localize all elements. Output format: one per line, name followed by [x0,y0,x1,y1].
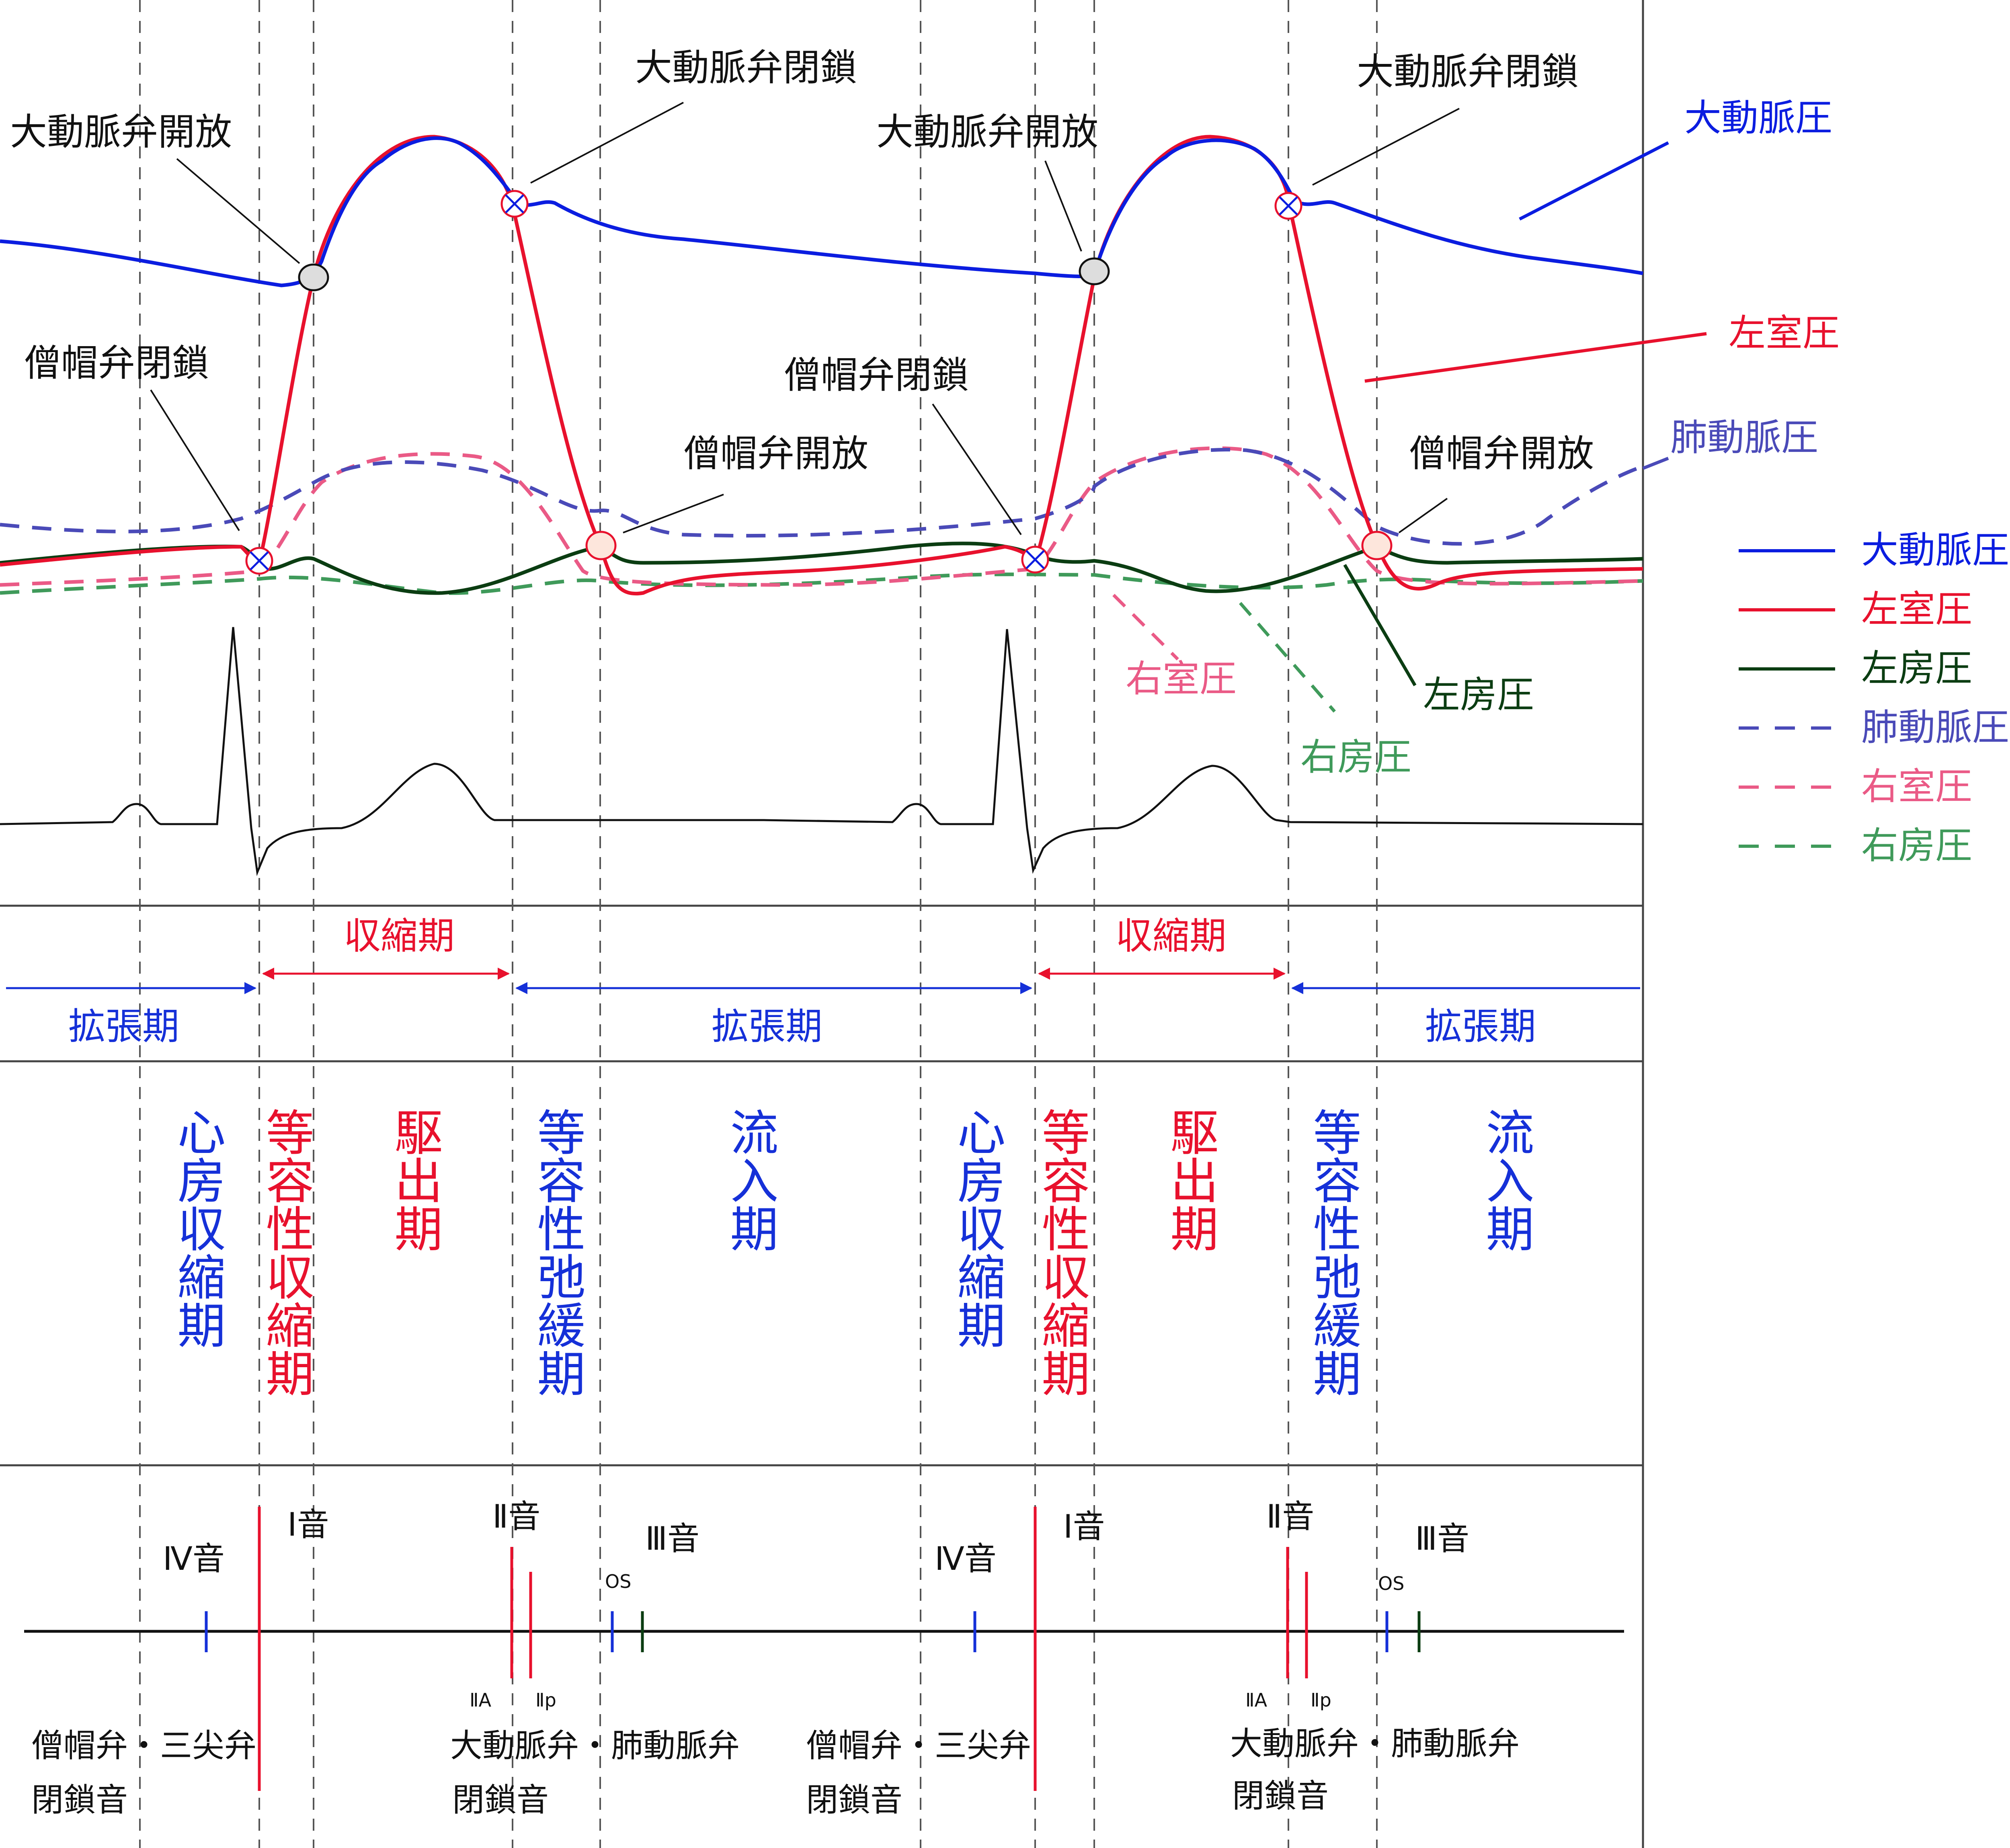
phase-ejection-1: 駆出期 [386,1108,442,1252]
legend-item-lv: 左室圧 [1739,588,1972,631]
label-s2-2: Ⅱ音 [1266,1498,1314,1535]
label-s2a-2: ⅡA [1245,1689,1268,1711]
label-s3-1: Ⅲ音 [645,1520,699,1557]
label-aortic-valve-close-2: 大動脈弁閉鎖 [1357,50,1579,93]
svg-text:左室圧: 左室圧 [1861,588,1972,631]
aortic-valve-open-marker-2 [1079,257,1110,285]
phase-isovolumic-relaxation-1: 等容性弛緩期 [529,1108,585,1397]
curve-label-leaders [1112,141,1707,713]
phase-isovolumic-contraction-1: 等容性収縮期 [258,1108,314,1397]
svg-text:右房圧: 右房圧 [1861,824,1972,867]
phase-atrial-systole-1: 心房収縮期 [169,1108,225,1349]
label-mitral-valve-close-2: 僧帽弁閉鎖 [784,354,969,397]
right-atrial-pressure-curve [0,572,1643,595]
mitral-valve-open-marker-1 [585,531,617,560]
phase-isovolumic-contraction-2: 等容性収縮期 [1034,1108,1089,1397]
pressure-curves [0,135,1644,596]
mitral-valve-open-marker-2 [1361,531,1393,560]
label-s2p-2: Ⅱp [1311,1689,1331,1711]
label-s2-1: Ⅱ音 [492,1498,540,1535]
label-aortic-pressure: 大動脈圧 [1684,96,1832,139]
label-mitral-valve-open-1: 僧帽弁開放 [683,432,868,475]
label-s2a-1: ⅡA [470,1689,492,1711]
label-mitral-tricuspid-2: 僧帽弁・三尖弁 [806,1727,1031,1764]
mitral-valve-close-marker-2 [1021,546,1049,574]
label-os-1: OS [605,1571,631,1592]
aortic-valve-close-marker-1 [500,190,529,218]
period-arrows [6,968,1640,994]
right-ventricular-pressure-curve [0,446,1643,587]
label-s1-2: Ⅰ音 [1063,1508,1105,1545]
label-os-2: OS [1378,1573,1404,1594]
valve-markers [245,190,1393,575]
legend-item-aortic: 大動脈圧 [1739,529,2009,572]
aortic-valve-open-marker-1 [298,263,329,291]
sound-marks [205,1507,1421,1791]
label-closure-3: 閉鎖音 [806,1781,902,1819]
label-s1-1: Ⅰ音 [287,1506,329,1543]
label-la-pressure: 左房圧 [1423,673,1534,716]
label-s4-1: Ⅳ音 [163,1540,225,1577]
leader-lines [150,102,1460,535]
legend-item-rv: 右室圧 [1739,765,1972,808]
label-lv-pressure: 左室圧 [1729,312,1840,355]
svg-text:大動脈圧: 大動脈圧 [1861,529,2009,572]
phase-ejection-2: 駆出期 [1162,1108,1218,1252]
label-diastole-3: 拡張期 [1425,1005,1536,1048]
label-s4-2: Ⅳ音 [935,1540,997,1577]
svg-text:左房圧: 左房圧 [1861,647,1972,690]
label-closure-1: 閉鎖音 [31,1781,128,1819]
label-closure-4: 閉鎖音 [1232,1777,1329,1815]
label-systole-1: 収縮期 [344,915,455,958]
label-mitral-valve-close-1: 僧帽弁閉鎖 [24,342,209,385]
legend-item-ra: 右房圧 [1739,824,1972,867]
label-aortic-valve-close-1: 大動脈弁閉鎖 [635,46,857,89]
phase-isovolumic-relaxation-2: 等容性弛緩期 [1305,1108,1361,1397]
label-mitral-tricuspid-1: 僧帽弁・三尖弁 [31,1727,256,1764]
svg-text:肺動脈圧: 肺動脈圧 [1861,706,2009,749]
label-closure-2: 閉鎖音 [452,1781,549,1819]
label-diastole-1: 拡張期 [68,1005,179,1048]
label-pulmonary-pressure: 肺動脈圧 [1670,416,1818,459]
frame [0,0,1644,1848]
label-s2p-1: Ⅱp [535,1689,556,1711]
label-rv-pressure: 右室圧 [1126,657,1237,700]
label-aortic-pulmonary-1: 大動脈弁・肺動脈弁 [450,1727,740,1764]
ecg-trace [0,627,1643,876]
label-aortic-valve-open-1: 大動脈弁開放 [10,111,232,154]
label-aortic-pulmonary-2: 大動脈弁・肺動脈弁 [1230,1725,1520,1762]
valve-annotations: 大動脈弁開放 大動脈弁閉鎖 大動脈弁開放 大動脈弁閉鎖 僧帽弁閉鎖 僧帽弁閉鎖 … [10,46,1594,475]
label-s3-2: Ⅲ音 [1415,1520,1469,1557]
phase-filling-2: 流入期 [1478,1108,1534,1252]
label-ra-pressure: 右房圧 [1300,736,1411,779]
curve-labels: 大動脈圧 左室圧 肺動脈圧 右室圧 左房圧 右房圧 [1126,96,1840,779]
pulmonary-artery-pressure-curve [0,447,1644,546]
phonocardiogram: Ⅳ音 Ⅰ音 Ⅱ音 Ⅲ音 OS ⅡA Ⅱp Ⅳ音 Ⅰ音 Ⅱ音 Ⅲ音 OS ⅡA Ⅱ… [24,1498,1624,1819]
sound-labels: Ⅳ音 Ⅰ音 Ⅱ音 Ⅲ音 OS ⅡA Ⅱp Ⅳ音 Ⅰ音 Ⅱ音 Ⅲ音 OS ⅡA Ⅱ… [31,1498,1520,1819]
phase-labels: 心房収縮期 等容性収縮期 駆出期 等容性弛緩期 流入期 心房収縮期 等容性収縮期… [169,1108,1534,1397]
legend-item-la: 左房圧 [1739,647,1972,690]
mitral-valve-close-marker-1 [245,547,273,575]
left-ventricular-pressure-curve [0,135,1643,596]
phase-atrial-systole-2: 心房収縮期 [949,1108,1005,1349]
label-aortic-valve-open-2: 大動脈弁開放 [876,111,1098,154]
legend: 大動脈圧 左室圧 左房圧 肺動脈圧 右室圧 右房圧 [1739,529,2009,867]
label-mitral-valve-open-2: 僧帽弁開放 [1409,432,1594,475]
phase-boundary-lines [139,0,1378,1848]
aortic-valve-close-marker-2 [1274,192,1302,220]
aortic-pressure-curve [0,136,1643,287]
phase-filling-1: 流入期 [722,1108,778,1252]
svg-text:右室圧: 右室圧 [1861,765,1972,808]
legend-item-pulmonary: 肺動脈圧 [1739,706,2009,749]
label-diastole-2: 拡張期 [712,1005,822,1048]
period-labels: 収縮期 収縮期 拡張期 拡張期 拡張期 [68,915,1536,1048]
label-systole-2: 収縮期 [1116,915,1227,958]
